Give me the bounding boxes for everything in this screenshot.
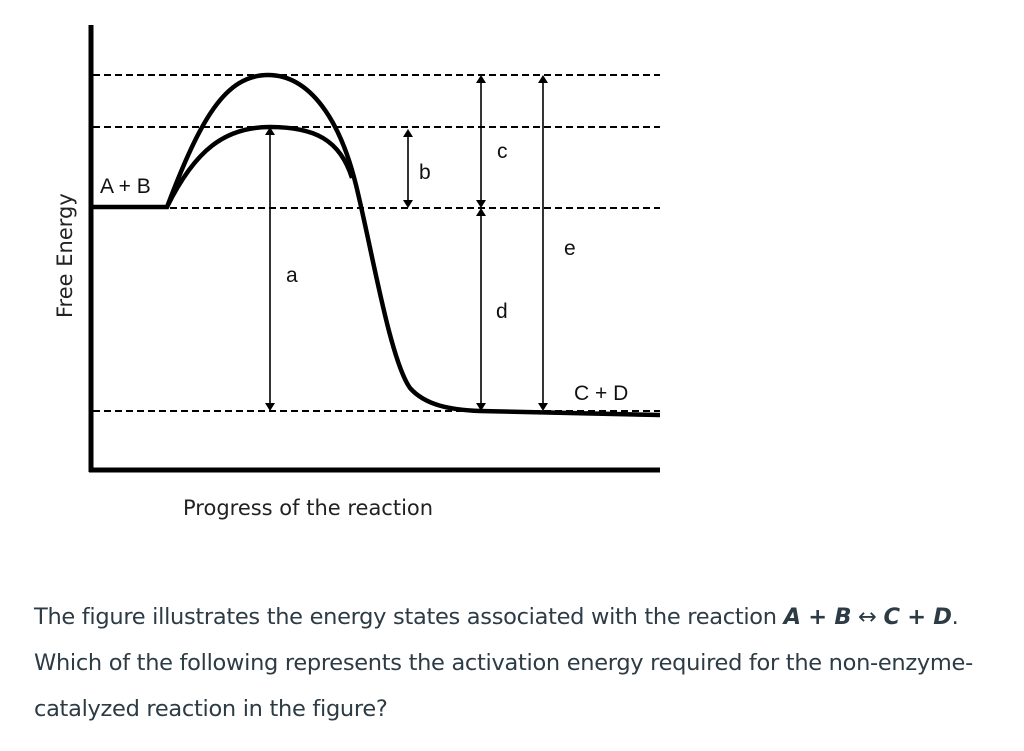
reaction-right: C + D	[883, 604, 952, 630]
label-d: d	[496, 300, 508, 323]
label-a: a	[286, 264, 298, 287]
question-text: The figure illustrates the energy states…	[34, 594, 1009, 732]
x-axis-label: Progress of the reaction	[183, 496, 433, 520]
uncatalyzed-curve	[91, 72, 661, 418]
label-e: e	[564, 237, 576, 260]
reactants-label: A + B	[100, 175, 151, 198]
y-axis-label: Free Energy	[53, 193, 77, 318]
reaction-left: A + B	[783, 604, 852, 630]
reaction-arrow: ↔	[851, 604, 884, 630]
label-c: c	[497, 140, 508, 163]
label-b: b	[419, 161, 431, 184]
question-part2: . Which of the following represents the …	[34, 604, 973, 722]
question-part1: The figure illustrates the energy states…	[34, 604, 784, 630]
products-label: C + D	[574, 382, 628, 405]
dashed-levels	[93, 74, 660, 412]
energy-diagram: A + B C + D a b c d e Free Energy Progre…	[53, 25, 661, 520]
